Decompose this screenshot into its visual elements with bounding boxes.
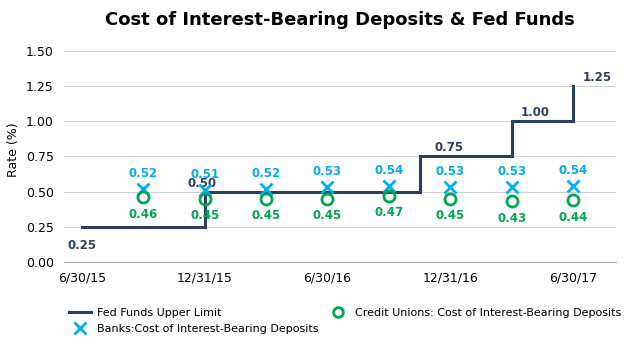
Text: 0.53: 0.53 <box>436 165 465 178</box>
Text: 0.53: 0.53 <box>497 165 526 178</box>
Text: 1.00: 1.00 <box>521 106 550 119</box>
Text: 0.45: 0.45 <box>436 209 465 222</box>
Text: 0.53: 0.53 <box>313 165 342 178</box>
Text: 0.44: 0.44 <box>558 211 587 223</box>
Text: 0.43: 0.43 <box>497 212 526 225</box>
Y-axis label: Rate (%): Rate (%) <box>7 122 20 177</box>
Title: Cost of Interest-Bearing Deposits & Fed Funds: Cost of Interest-Bearing Deposits & Fed … <box>105 11 575 29</box>
Text: 1.25: 1.25 <box>582 71 612 84</box>
Text: 0.25: 0.25 <box>67 239 97 252</box>
Text: 0.52: 0.52 <box>251 167 281 179</box>
Text: 0.75: 0.75 <box>435 141 464 154</box>
Text: 0.50: 0.50 <box>187 177 216 190</box>
Text: 0.51: 0.51 <box>190 168 219 181</box>
Text: 0.52: 0.52 <box>129 167 158 179</box>
Text: 0.45: 0.45 <box>190 209 219 222</box>
Text: 0.54: 0.54 <box>558 164 587 177</box>
Text: 0.46: 0.46 <box>129 208 158 221</box>
Text: 0.54: 0.54 <box>374 164 403 177</box>
Legend: Fed Funds Upper Limit, Banks:Cost of Interest-Bearing Deposits, Credit Unions: C: Fed Funds Upper Limit, Banks:Cost of Int… <box>69 308 621 334</box>
Text: 0.45: 0.45 <box>313 209 342 222</box>
Text: 0.47: 0.47 <box>374 206 403 219</box>
Text: 0.45: 0.45 <box>251 209 281 222</box>
